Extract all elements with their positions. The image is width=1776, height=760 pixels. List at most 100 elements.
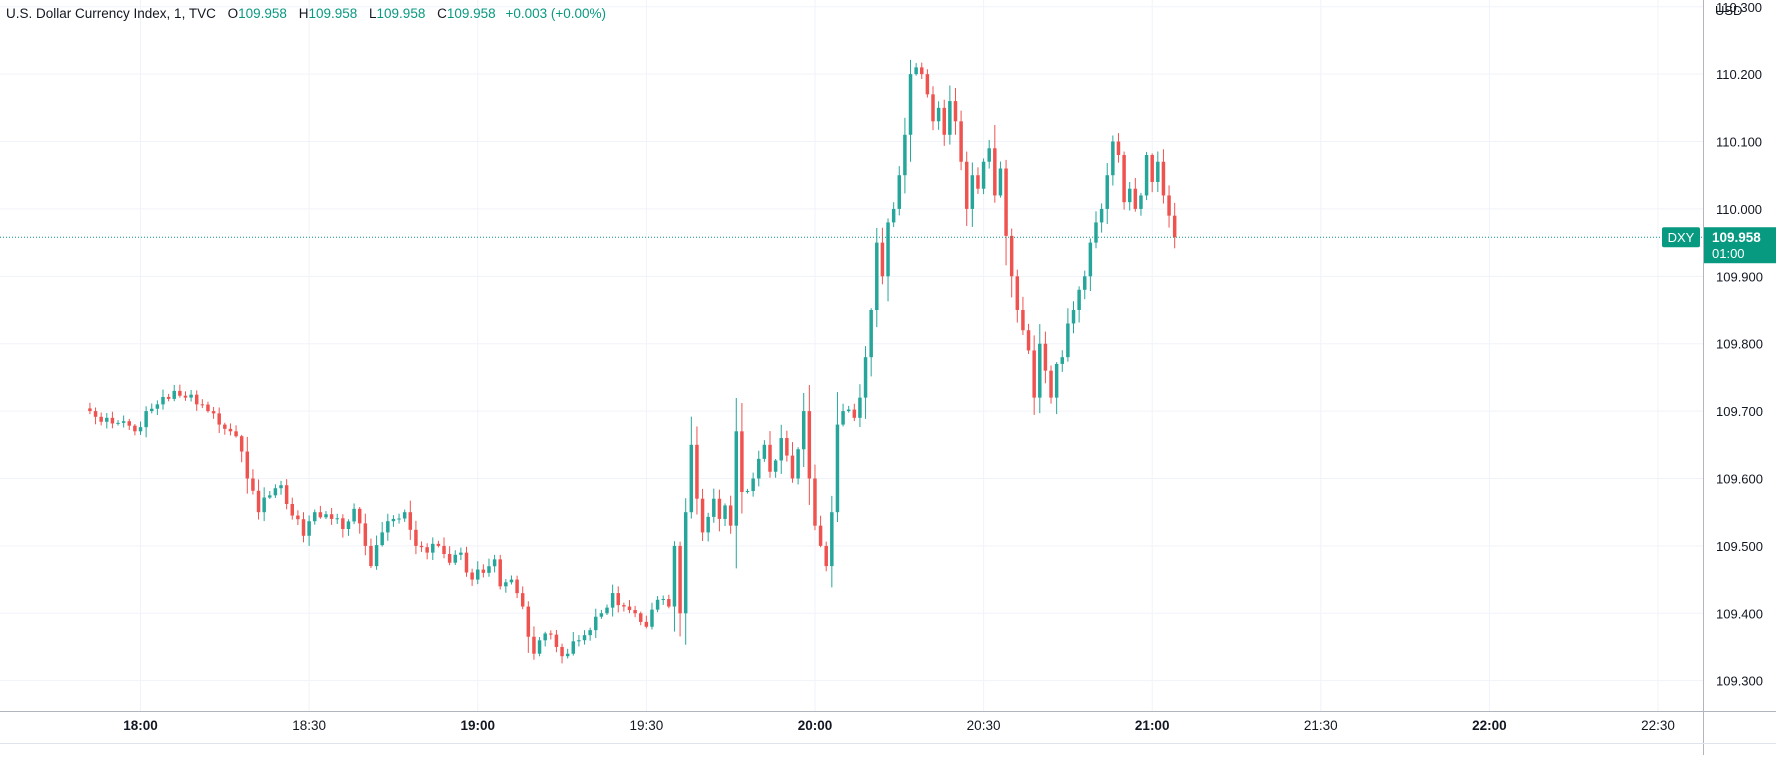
candle-body bbox=[762, 444, 767, 459]
candle-body bbox=[644, 621, 649, 627]
candle-body bbox=[526, 606, 531, 637]
candle-body bbox=[475, 569, 480, 580]
candle-body bbox=[891, 208, 896, 223]
y-tick-label: 109.600 bbox=[1716, 471, 1763, 486]
candle-body bbox=[279, 485, 283, 489]
candle-body bbox=[785, 438, 789, 456]
candle-body bbox=[228, 428, 233, 432]
y-tick-label: 109.900 bbox=[1716, 269, 1763, 284]
candle-body bbox=[1088, 242, 1093, 277]
candle-body bbox=[352, 508, 356, 522]
candle-body bbox=[582, 635, 587, 641]
candle-body bbox=[993, 148, 997, 196]
candle-body bbox=[178, 390, 182, 396]
candle-body bbox=[914, 67, 918, 75]
candle-body bbox=[1167, 195, 1171, 216]
price-tag-value: 109.958 bbox=[1712, 230, 1761, 245]
candle-body bbox=[189, 394, 193, 398]
candle-body bbox=[1015, 276, 1020, 311]
candle-body bbox=[1032, 350, 1036, 398]
y-tick-label: 110.000 bbox=[1716, 202, 1762, 217]
candle-body bbox=[166, 396, 171, 399]
y-tick-label: 110.300 bbox=[1716, 0, 1762, 15]
candle-body bbox=[88, 408, 92, 412]
candle-body bbox=[335, 518, 339, 520]
candle-body bbox=[931, 94, 935, 122]
candle-body bbox=[1172, 215, 1177, 238]
candle-body bbox=[301, 519, 306, 536]
candle-body bbox=[1116, 141, 1121, 156]
x-tick-label: 18:30 bbox=[292, 718, 326, 733]
candle-body bbox=[801, 411, 806, 450]
x-tick-label: 21:00 bbox=[1135, 718, 1170, 733]
candle-body bbox=[1099, 208, 1104, 223]
candle-body bbox=[1054, 363, 1059, 398]
candle-body bbox=[959, 121, 963, 162]
candle-body bbox=[262, 497, 266, 513]
open-label: O bbox=[227, 6, 239, 21]
candle-body bbox=[560, 646, 564, 657]
y-tick-label: 110.100 bbox=[1716, 135, 1762, 150]
close-value: 109.958 bbox=[446, 6, 496, 21]
candle-body bbox=[183, 395, 188, 398]
candle-body bbox=[1060, 357, 1065, 364]
candle-body bbox=[605, 607, 609, 614]
candle-body bbox=[1122, 155, 1126, 203]
candle-body bbox=[341, 518, 345, 530]
candle-body bbox=[318, 512, 323, 518]
candle-body bbox=[211, 411, 216, 414]
candle-body bbox=[245, 451, 250, 479]
candle-body bbox=[459, 552, 463, 555]
x-tick-label: 22:00 bbox=[1472, 718, 1507, 733]
candle-body bbox=[925, 74, 930, 95]
candle-body bbox=[824, 545, 828, 567]
candle-body bbox=[841, 411, 845, 425]
low-label: L bbox=[369, 6, 377, 21]
candle-body bbox=[268, 495, 272, 498]
candle-body bbox=[638, 613, 643, 622]
candle-body bbox=[723, 505, 727, 519]
candle-body bbox=[1094, 222, 1098, 243]
candle-body bbox=[256, 490, 261, 513]
candle-body bbox=[121, 421, 126, 423]
candle-body bbox=[1038, 343, 1042, 398]
candle-body bbox=[897, 175, 902, 209]
candle-body bbox=[683, 512, 688, 614]
candle-body bbox=[886, 222, 890, 277]
candle-body bbox=[1139, 195, 1143, 209]
candle-body bbox=[431, 543, 435, 553]
high-value: 109.958 bbox=[308, 6, 358, 21]
candle-body bbox=[880, 242, 885, 277]
candle-body bbox=[509, 579, 514, 583]
candle-body bbox=[363, 523, 368, 546]
candle-body bbox=[976, 175, 980, 189]
candle-body bbox=[695, 444, 699, 499]
candle-body bbox=[357, 508, 362, 524]
candle-body bbox=[408, 512, 413, 530]
x-tick-label: 20:30 bbox=[967, 718, 1001, 733]
candle-body bbox=[329, 514, 334, 519]
candle-body bbox=[875, 242, 879, 311]
candle-body bbox=[464, 552, 469, 573]
low-value: 109.958 bbox=[376, 6, 426, 21]
candle-body bbox=[936, 107, 941, 122]
candle-body bbox=[818, 525, 823, 546]
candle-body bbox=[543, 633, 547, 641]
candle-body bbox=[1150, 155, 1154, 182]
candle-body bbox=[1077, 289, 1081, 311]
candle-body bbox=[942, 107, 946, 135]
candle-body bbox=[470, 572, 474, 580]
currency-label: USD bbox=[1715, 3, 1743, 18]
candle-body bbox=[194, 394, 199, 405]
candle-body bbox=[1026, 330, 1031, 351]
candle-body bbox=[768, 444, 772, 472]
candle-body bbox=[717, 498, 722, 519]
candle-body bbox=[706, 516, 710, 533]
candle-body bbox=[296, 515, 300, 520]
candle-body bbox=[504, 582, 508, 587]
candle-body bbox=[740, 431, 744, 492]
candle-body bbox=[1161, 161, 1166, 196]
